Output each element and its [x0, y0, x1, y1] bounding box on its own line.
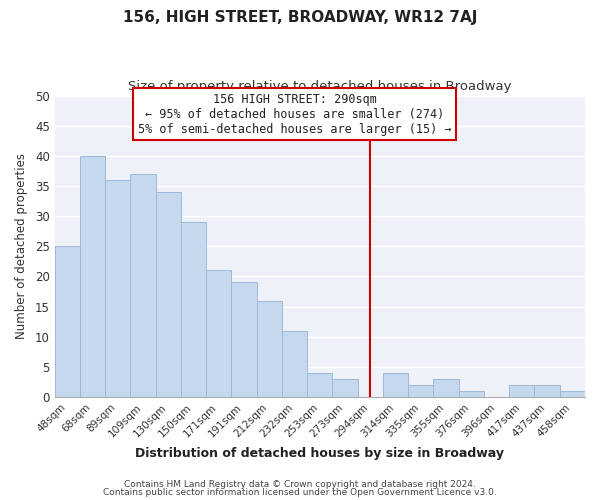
Title: Size of property relative to detached houses in Broadway: Size of property relative to detached ho… [128, 80, 512, 93]
Bar [155, 192, 181, 397]
Bar [232, 282, 257, 397]
Text: Contains public sector information licensed under the Open Government Licence v3: Contains public sector information licen… [103, 488, 497, 497]
Text: 156, HIGH STREET, BROADWAY, WR12 7AJ: 156, HIGH STREET, BROADWAY, WR12 7AJ [123, 10, 477, 25]
Text: Contains HM Land Registry data © Crown copyright and database right 2024.: Contains HM Land Registry data © Crown c… [124, 480, 476, 489]
Bar [55, 246, 80, 397]
Text: 156 HIGH STREET: 290sqm
← 95% of detached houses are smaller (274)
5% of semi-de: 156 HIGH STREET: 290sqm ← 95% of detache… [138, 92, 451, 136]
Bar [383, 373, 408, 397]
Bar [433, 379, 459, 397]
Bar [408, 385, 433, 397]
Bar [181, 222, 206, 397]
Bar [206, 270, 232, 397]
Bar [105, 180, 130, 397]
Y-axis label: Number of detached properties: Number of detached properties [15, 154, 28, 340]
Bar [509, 385, 535, 397]
Bar [560, 391, 585, 397]
Bar [332, 379, 358, 397]
Bar [459, 391, 484, 397]
Bar [257, 300, 282, 397]
Bar [307, 373, 332, 397]
Bar [130, 174, 155, 397]
X-axis label: Distribution of detached houses by size in Broadway: Distribution of detached houses by size … [136, 447, 505, 460]
Bar [80, 156, 105, 397]
Bar [282, 330, 307, 397]
Bar [535, 385, 560, 397]
